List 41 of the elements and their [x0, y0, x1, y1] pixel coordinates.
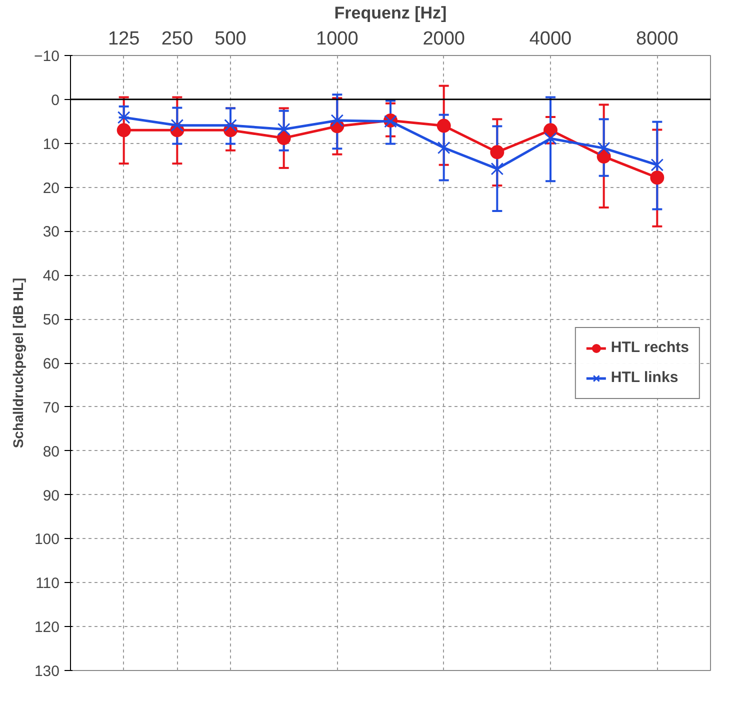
point	[436, 118, 451, 133]
y-tick-label: 110	[36, 575, 60, 592]
y-tick-label: 80	[42, 443, 60, 460]
x-tick-label: 4000	[529, 28, 572, 50]
point	[490, 145, 504, 160]
x-tick-label: 2000	[422, 28, 465, 50]
y-tick-label: 90	[42, 487, 60, 504]
point	[544, 132, 557, 145]
point	[277, 122, 290, 136]
y-tick-label: 130	[34, 663, 60, 680]
point	[650, 158, 664, 172]
y-tick-label: 100	[34, 531, 60, 548]
x-tick-label: 500	[214, 28, 246, 50]
y-tick-label: 60	[42, 356, 60, 372]
point	[117, 111, 130, 124]
legend-label: HTL links	[610, 369, 678, 386]
point	[330, 114, 344, 127]
point	[224, 118, 237, 132]
y-tick-label: 10	[42, 136, 60, 153]
y-tick-label: −10	[34, 48, 60, 65]
x-axis-title: Frequenz [Hz]	[334, 4, 447, 22]
y-tick-label: 120	[34, 619, 60, 636]
x-tick-label: 1000	[316, 28, 358, 50]
y-tick-label: 20	[42, 180, 60, 197]
y-tick-label: 50	[42, 312, 60, 329]
y-tick-label: 70	[42, 399, 60, 416]
point	[116, 123, 131, 138]
point	[650, 170, 664, 185]
y-tick-label: 40	[42, 268, 60, 285]
point	[437, 141, 450, 154]
point	[597, 142, 610, 155]
x-tick-label: 125	[108, 28, 140, 50]
x-tick-label: 8000	[636, 28, 678, 50]
y-tick-label: 30	[42, 224, 60, 241]
y-axis-title: Schalldruckpegel [dB HL]	[10, 278, 26, 448]
legend-label: HTL rechts	[610, 339, 689, 356]
y-tick-label: 0	[51, 92, 60, 109]
point	[276, 131, 291, 146]
point	[490, 162, 504, 176]
point	[170, 118, 184, 132]
x-tick-label: 250	[161, 28, 194, 50]
